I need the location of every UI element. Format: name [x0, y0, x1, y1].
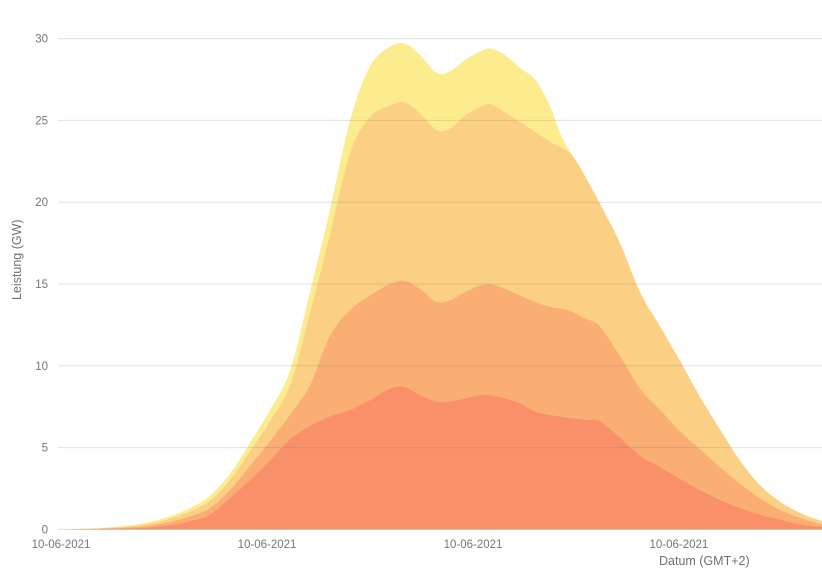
y-tick-label: 20	[35, 197, 48, 209]
y-axis-title: Leistung (GW)	[10, 219, 24, 300]
x-axis-title: Datum (GMT+2)	[659, 554, 750, 568]
x-tick-label: 10-06-2021	[444, 539, 503, 551]
y-tick-label: 5	[42, 443, 48, 455]
x-tick-label: 10-06-2021	[238, 539, 297, 551]
x-tick-label: 10-06-2021	[32, 539, 91, 551]
y-tick-label: 30	[35, 34, 48, 46]
area-series-1	[61, 386, 822, 530]
x-tick-label: 10-06-2021	[649, 539, 708, 551]
y-tick-label: 25	[35, 115, 48, 127]
y-tick-label: 10	[35, 361, 48, 373]
y-tick-label: 0	[42, 524, 48, 536]
y-tick-label: 15	[35, 279, 48, 291]
